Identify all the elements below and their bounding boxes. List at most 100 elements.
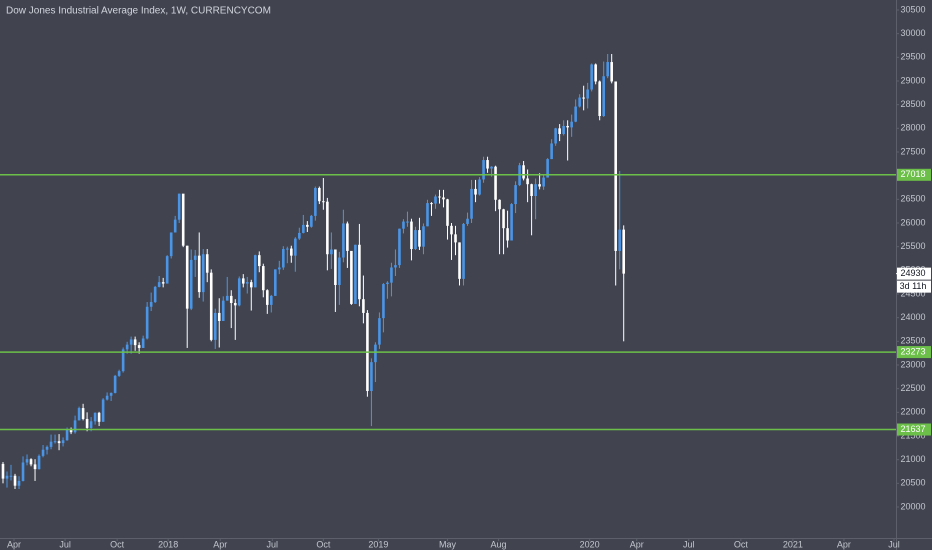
candle-body (253, 255, 257, 288)
y-tick-label: 30000 (900, 28, 925, 38)
y-tick-label: 24000 (900, 312, 925, 322)
level-label-box (897, 168, 931, 181)
x-tick-label: Jul (59, 539, 71, 549)
x-tick-label: 2018 (158, 539, 178, 549)
candle-body (310, 215, 313, 227)
candle-body (153, 286, 157, 303)
y-tick-label: 28500 (900, 99, 925, 109)
x-tick-label: Oct (734, 539, 749, 549)
candle-body (229, 295, 233, 303)
candle-body (249, 282, 253, 288)
candle-body (302, 224, 305, 233)
candle-body (17, 480, 21, 486)
candle-body (105, 395, 109, 400)
candle-body (526, 178, 529, 185)
candle-body (294, 238, 297, 256)
candle-body (97, 412, 101, 422)
x-tick-label: Apr (630, 539, 644, 549)
candle-body (29, 459, 33, 465)
candle-body (546, 159, 549, 178)
candle-body (306, 224, 309, 227)
candle-body (382, 284, 385, 319)
candle-body (69, 429, 73, 433)
candle-body (49, 441, 53, 447)
candle-body (5, 475, 9, 479)
last-price-box (897, 267, 931, 280)
candle-body (554, 128, 557, 144)
candle-body (125, 344, 129, 350)
candle-body (165, 256, 169, 284)
x-tick-label: May (439, 539, 457, 549)
x-tick-label: Jul (267, 539, 279, 549)
candle-body (137, 345, 141, 348)
candle-body (598, 81, 601, 117)
candle-body (474, 188, 477, 195)
x-tick-label: 2021 (783, 539, 803, 549)
candle-body (462, 223, 465, 279)
x-tick-label: Apr (7, 539, 21, 549)
candle-body (498, 199, 501, 210)
candle-body (145, 306, 149, 339)
candle-body (149, 302, 153, 307)
countdown-label: 3d 11h (900, 281, 927, 291)
candle-body (161, 282, 165, 284)
candle-body (21, 462, 25, 481)
x-tick-label: Oct (110, 539, 125, 549)
candle-body (53, 441, 57, 443)
candle-body (402, 221, 405, 229)
candle-body (486, 160, 489, 169)
y-tick-label: 28000 (900, 123, 925, 133)
candle-body (586, 89, 589, 99)
candle-body (33, 464, 37, 470)
candle-body (282, 249, 285, 268)
candle-body (602, 76, 605, 117)
candle-body (89, 421, 93, 428)
candle-body (426, 203, 429, 227)
y-tick-label: 25500 (900, 241, 925, 251)
candle-body (261, 266, 265, 291)
candle-body (201, 254, 205, 293)
candle-body (85, 418, 89, 428)
candle-body (129, 339, 133, 345)
candle-body (570, 121, 573, 128)
candle-body (318, 187, 321, 202)
candle-body (342, 223, 345, 258)
candle-body (169, 232, 173, 257)
x-tick-label: Jul (888, 539, 900, 549)
y-tick-label: 30500 (900, 4, 925, 14)
candle-body (177, 193, 181, 220)
last-price-label: 24930 (900, 268, 925, 278)
y-tick-label: 22500 (900, 383, 925, 393)
candle-body (189, 259, 193, 309)
candle-body (618, 229, 621, 251)
candle-body (398, 228, 401, 266)
candle-body (490, 166, 493, 169)
candle-body (1, 463, 5, 479)
candle-body (414, 230, 417, 250)
x-tick-label: 2020 (580, 539, 600, 549)
candle-body (93, 412, 97, 422)
y-tick-label: 29000 (900, 75, 925, 85)
x-tick-label: Oct (316, 539, 331, 549)
candle-body (209, 272, 213, 340)
level-label-box (897, 423, 931, 436)
candle-body (562, 125, 565, 135)
candle-body (241, 278, 245, 284)
candle-body (410, 221, 413, 250)
x-tick-label: Apr (213, 539, 227, 549)
candle-body (458, 242, 461, 279)
candle-body (245, 282, 249, 284)
candle-body (117, 371, 121, 376)
candle-body (314, 187, 317, 216)
candle-body (478, 179, 481, 195)
candle-body (614, 81, 617, 251)
candle-body (37, 455, 41, 470)
candle-body (578, 97, 581, 107)
candle-body (81, 408, 85, 419)
candle-body (65, 429, 69, 441)
candle-body (298, 232, 301, 239)
candle-body (274, 269, 277, 296)
candle-body (446, 199, 449, 226)
candle-body (270, 295, 273, 305)
